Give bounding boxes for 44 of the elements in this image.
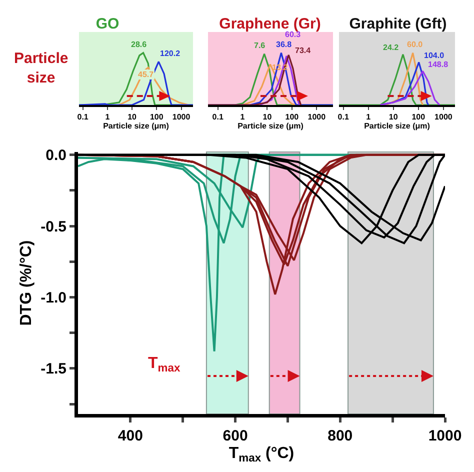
- x-tick-label: 100: [412, 112, 426, 122]
- x-axis-title: Particle size (μm): [103, 122, 170, 131]
- annotation: 45.7: [138, 70, 154, 79]
- annotation: T$_{max}$: [148, 355, 181, 374]
- annotation: 7.6: [254, 41, 266, 50]
- y-tick-label: -0.5: [40, 218, 66, 236]
- x-tick-label: 1000: [428, 428, 462, 444]
- annotation: 148.8: [428, 60, 449, 69]
- y-axis-title: DTG (%/°C): [18, 240, 35, 326]
- x-tick-label: 400: [118, 428, 143, 444]
- x-tick-label: 1000: [308, 112, 326, 122]
- x-tick-label: 1: [105, 112, 110, 122]
- x-tick-label: 1: [366, 112, 372, 122]
- x-axis-title: T$_{max}$ (°C): [228, 444, 294, 464]
- chart-title: Graphene (Gr): [219, 16, 321, 32]
- x-tick-label: 1: [240, 112, 246, 122]
- x-tick-label: 800: [328, 428, 353, 444]
- y-tick-label: 0.0: [46, 147, 66, 164]
- y-tick-label: -1.5: [40, 360, 66, 378]
- text: Particle size: [14, 50, 68, 86]
- annotation: 28.6: [131, 40, 148, 49]
- x-tick-label: 10: [128, 112, 138, 122]
- x-tick-label: 1000: [172, 112, 191, 122]
- chart-title: Graphite (Gft): [349, 16, 447, 32]
- x-tick-label: 10: [262, 112, 272, 122]
- x-tick-label: 0.1: [338, 112, 350, 122]
- annotation: 24.2: [383, 43, 400, 52]
- x-tick-label: 100: [285, 112, 300, 122]
- annotation: 60.3: [285, 30, 302, 39]
- chart-title: GO: [96, 16, 120, 32]
- x-tick-label: 0.1: [77, 112, 89, 122]
- annotation: 60.0: [407, 40, 424, 49]
- x-tick-label: 0.1: [212, 112, 224, 122]
- x-tick-label: 100: [150, 112, 164, 122]
- annotation: 36.8: [276, 40, 292, 49]
- annotation: 73.4: [295, 46, 312, 55]
- x-axis-title: Particle size (μm): [364, 122, 430, 131]
- x-axis-title: Particle size (μm): [238, 122, 304, 131]
- annotation: 104.0: [424, 51, 445, 60]
- annotation: 120.2: [160, 49, 181, 58]
- x-tick-label: 600: [222, 428, 248, 444]
- y-tick-label: -1.0: [40, 289, 66, 306]
- x-tick-label: 1000: [434, 112, 453, 122]
- x-tick-label: 10: [388, 112, 398, 122]
